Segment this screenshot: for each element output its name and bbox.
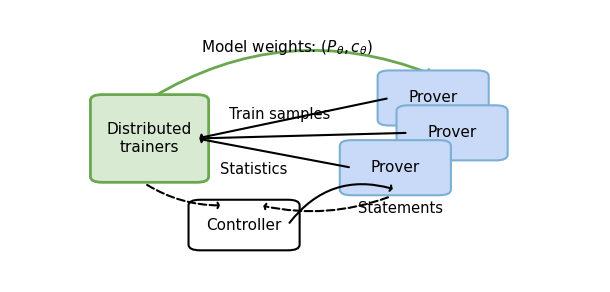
Text: Prover: Prover — [371, 160, 420, 175]
Text: Prover: Prover — [428, 125, 476, 140]
Text: Prover: Prover — [409, 91, 458, 105]
FancyBboxPatch shape — [378, 70, 489, 126]
FancyBboxPatch shape — [188, 200, 300, 250]
Text: Model weights: $(P_{\theta}, c_{\theta})$: Model weights: $(P_{\theta}, c_{\theta})… — [201, 38, 373, 57]
Text: Statements: Statements — [357, 201, 443, 216]
Text: Distributed
trainers: Distributed trainers — [107, 122, 192, 155]
Text: Controller: Controller — [206, 218, 282, 232]
Text: Statistics: Statistics — [220, 162, 287, 178]
Text: Train samples: Train samples — [229, 107, 330, 122]
FancyBboxPatch shape — [340, 140, 451, 195]
FancyBboxPatch shape — [90, 95, 209, 182]
FancyBboxPatch shape — [396, 105, 508, 160]
